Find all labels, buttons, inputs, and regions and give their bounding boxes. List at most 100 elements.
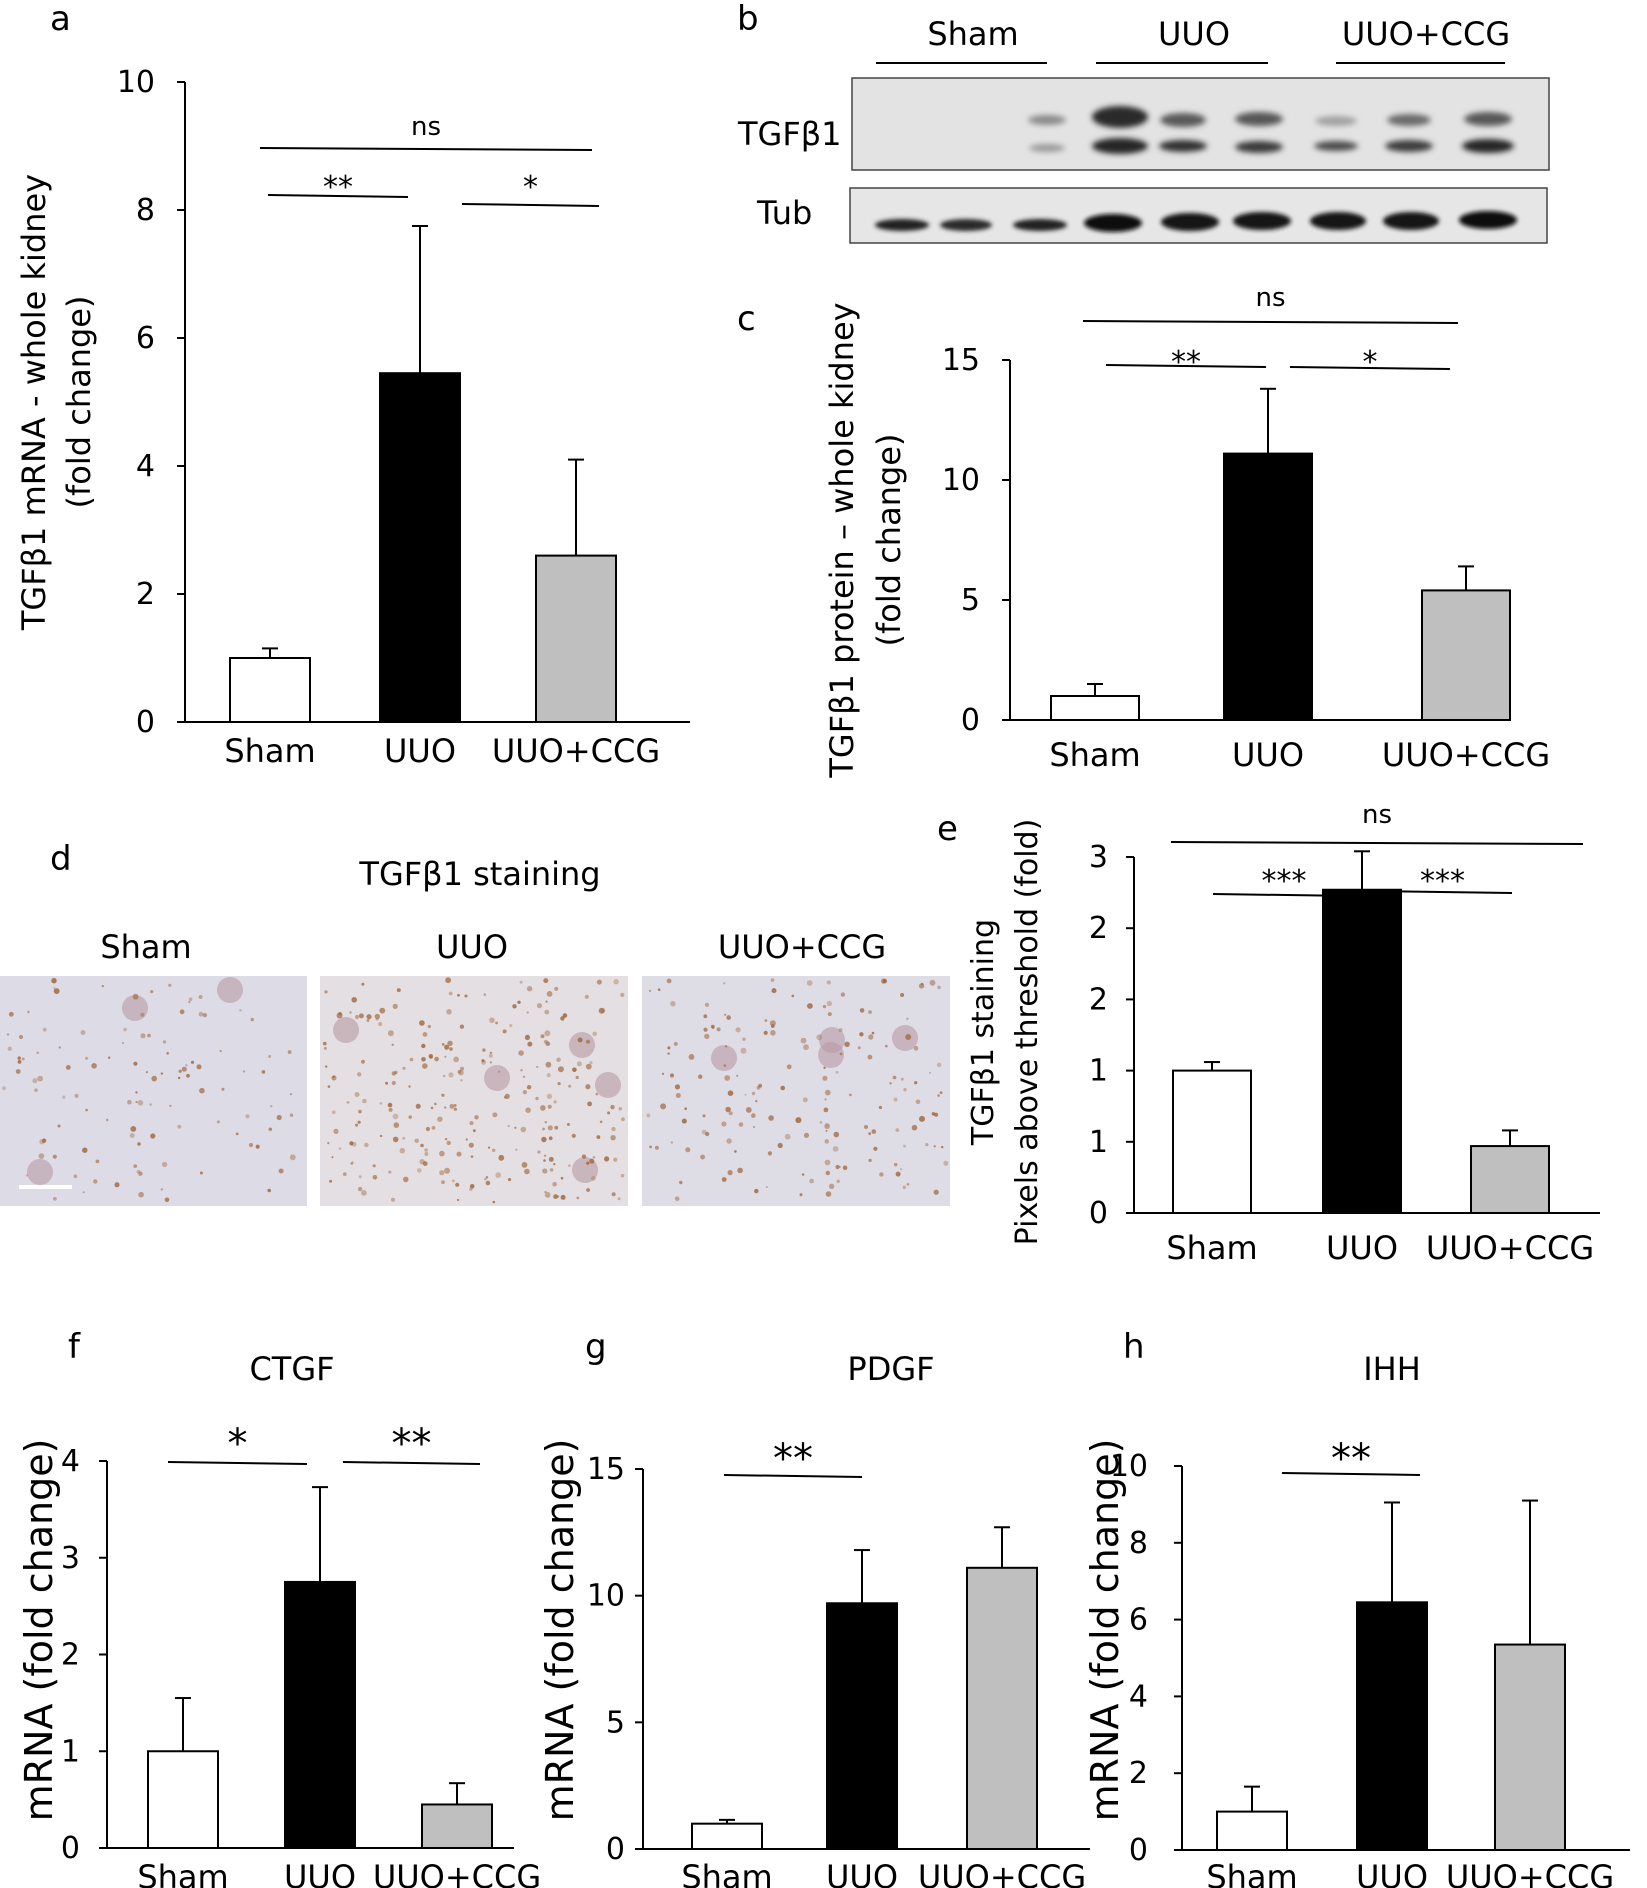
stain-dot xyxy=(32,1078,38,1084)
staining-panel: TGFβ1 staining Sham UUO UUO+CCG xyxy=(0,855,950,1206)
blot-band-tgfb1-upper xyxy=(1387,114,1431,126)
stain-dot xyxy=(392,1113,399,1120)
stain-dot xyxy=(161,1161,168,1168)
stain-dot xyxy=(769,1020,776,1027)
stain-dot xyxy=(488,1053,493,1058)
stain-dot xyxy=(552,1181,557,1187)
stain-dot xyxy=(823,1066,826,1070)
stain-dot xyxy=(177,1076,181,1080)
x-category-label: UUO+CCG xyxy=(492,732,660,770)
stain-dot xyxy=(679,1180,683,1185)
y-axis-label: (fold change) xyxy=(870,434,908,647)
stain-dot xyxy=(74,1093,79,1098)
stain-dot xyxy=(738,1122,744,1127)
stain-dot xyxy=(618,1107,622,1111)
panel-letter-h: h xyxy=(1123,1327,1145,1367)
stain-dot xyxy=(57,1124,61,1128)
stain-dot xyxy=(646,1113,651,1118)
y-tick-label: 2 xyxy=(1089,911,1108,946)
y-tick-label: 5 xyxy=(606,1705,625,1740)
stain-dot xyxy=(703,1027,708,1032)
stain-dot xyxy=(135,1101,138,1103)
stain-dot xyxy=(379,1102,383,1105)
stain-dot xyxy=(52,1154,57,1159)
stain-dot xyxy=(560,1016,565,1021)
x-category-label: Sham xyxy=(224,732,315,770)
stain-dot xyxy=(726,1015,731,1020)
stain-dot xyxy=(879,1172,884,1177)
stain-dot xyxy=(362,1098,367,1104)
stain-dot xyxy=(844,1041,850,1048)
stain-dot xyxy=(515,1148,518,1151)
stain-dot xyxy=(784,1133,791,1140)
stain-dot xyxy=(444,1044,450,1050)
stain-dot xyxy=(592,1156,596,1159)
stain-dot xyxy=(543,1159,546,1162)
stain-dot xyxy=(589,1061,593,1065)
stain-dot xyxy=(553,1100,557,1104)
glomerulus xyxy=(818,1042,844,1068)
stain-dot xyxy=(357,1120,361,1124)
stain-dot xyxy=(906,1017,909,1020)
stain-dot xyxy=(448,1072,454,1078)
stain-dot xyxy=(544,1009,550,1015)
blot-band-tgfb1-lower xyxy=(1314,141,1358,151)
bar-sham xyxy=(229,657,311,723)
stain-dot xyxy=(357,1186,363,1192)
stain-dot xyxy=(414,1138,420,1144)
stain-dot xyxy=(137,1100,144,1106)
stain-dot xyxy=(540,1034,545,1039)
stain-dot xyxy=(422,1032,428,1037)
stain-dot xyxy=(767,1151,773,1156)
stain-dot xyxy=(351,997,358,1003)
stain-dot xyxy=(900,993,905,997)
stain-dot xyxy=(610,1104,615,1110)
stain-dot xyxy=(517,1000,521,1004)
stain-dot xyxy=(267,1188,272,1193)
x-category-label: UUO xyxy=(284,1858,356,1888)
stain-dot xyxy=(913,1045,919,1051)
stain-dot xyxy=(82,1191,85,1194)
stain-dot xyxy=(199,1087,205,1094)
stain-dot xyxy=(585,1039,591,1044)
stain-dot xyxy=(6,1033,10,1036)
x-category-label: UUO xyxy=(1356,1858,1428,1888)
stain-dot xyxy=(941,1145,944,1149)
stain-dot xyxy=(702,1114,706,1118)
stain-dot xyxy=(402,1136,406,1140)
glomerulus xyxy=(217,977,243,1003)
stain-dot xyxy=(179,1009,185,1015)
stain-dot xyxy=(914,1081,918,1085)
x-category-label: UUO+CCG xyxy=(373,1858,541,1888)
stain-dot xyxy=(34,1088,38,1092)
stain-dot xyxy=(441,1180,445,1185)
stain-dot xyxy=(332,1075,335,1079)
significance-label: * xyxy=(1363,345,1378,380)
stain-dot xyxy=(289,1113,294,1117)
stain-dot xyxy=(350,1162,354,1165)
y-tick-label: 0 xyxy=(606,1832,625,1867)
blot-band-tgfb1-upper xyxy=(1160,113,1206,127)
stain-dot xyxy=(21,1057,25,1061)
stain-dot xyxy=(121,1042,124,1044)
stain-dot xyxy=(839,1165,841,1168)
stain-dot xyxy=(17,1060,22,1064)
stain-dot xyxy=(186,1073,190,1078)
blot-group-label-uuo: UUO xyxy=(1158,15,1230,53)
stain-dot xyxy=(751,1091,756,1096)
y-axis-label: TGFβ1 protein – whole kidney xyxy=(823,302,861,778)
stain-dot xyxy=(439,1150,445,1157)
stain-dot xyxy=(464,994,468,998)
stain-dot xyxy=(331,1110,336,1115)
stain-dot xyxy=(726,1138,732,1144)
stain-dot xyxy=(823,1107,829,1113)
stain-dot xyxy=(745,1107,752,1113)
stain-dot xyxy=(576,1061,582,1067)
stain-dot xyxy=(802,1097,808,1103)
stain-dot xyxy=(166,1052,169,1055)
stain-dot xyxy=(270,1105,273,1108)
stain-dot xyxy=(524,1034,531,1041)
stain-dot xyxy=(245,1114,250,1119)
stain-dot xyxy=(287,1050,292,1054)
stain-dot xyxy=(826,1000,833,1007)
